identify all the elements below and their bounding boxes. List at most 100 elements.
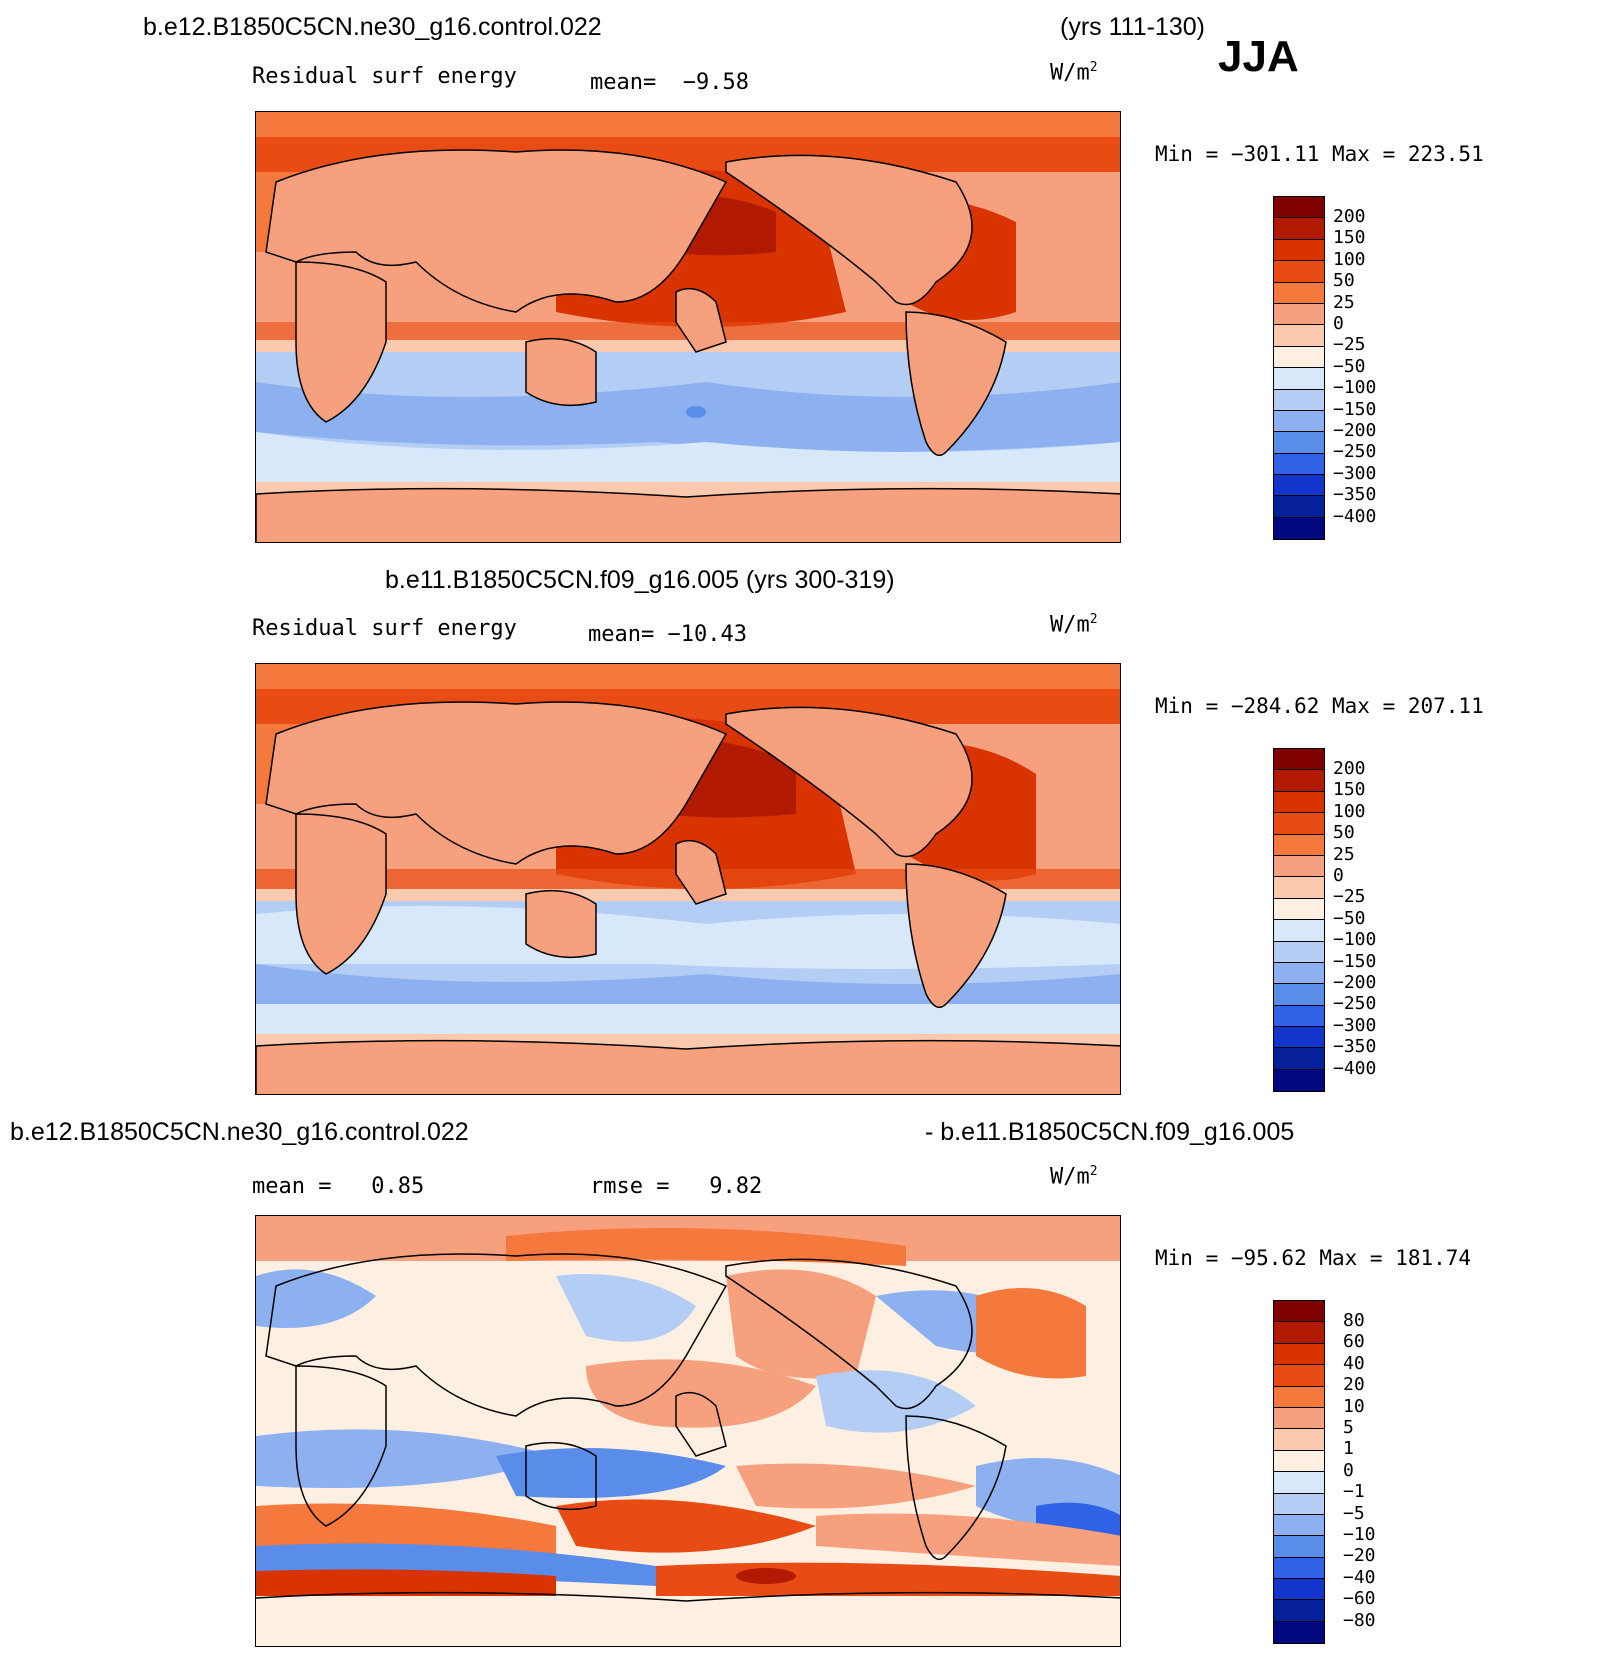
colorbar-label: −20	[1343, 1545, 1376, 1567]
colorbar-label: −100	[1333, 929, 1377, 951]
panel-bottom-minmax: Min = −95.62 Max = 181.74	[1155, 1246, 1472, 1270]
colorbar-label: 0	[1343, 1459, 1354, 1481]
colorbar-label: 60	[1343, 1331, 1365, 1353]
panel-middle-colorbar	[1273, 748, 1325, 1093]
panel-top-variable-label: Residual surf energy	[252, 64, 517, 89]
colorbar-swatch	[1274, 1069, 1324, 1092]
colorbar-swatch	[1274, 303, 1324, 326]
colorbar-swatch	[1274, 1343, 1324, 1366]
colorbar-label: −10	[1343, 1524, 1376, 1545]
colorbar-label: 200	[1333, 206, 1366, 227]
panel-middle-case-title: b.e11.B1850C5CN.f09_g16.005 (yrs 300-319…	[385, 566, 895, 594]
colorbar-label: −300	[1333, 462, 1377, 484]
colorbar-label: −200	[1333, 972, 1377, 993]
colorbar-label: 80	[1343, 1310, 1365, 1331]
colorbar-swatch	[1274, 261, 1324, 283]
panel-bottom-contour-field	[256, 1216, 1120, 1646]
panel-bottom-case-title-left: b.e12.B1850C5CN.ne30_g16.control.022	[10, 1118, 469, 1146]
colorbar-swatch	[1274, 898, 1324, 921]
colorbar-swatch	[1274, 813, 1324, 835]
colorbar-label: 0	[1333, 865, 1344, 886]
colorbar-label: −150	[1333, 950, 1377, 972]
colorbar-label: −350	[1333, 1036, 1377, 1058]
colorbar-label: −50	[1333, 907, 1366, 929]
panel-top-colorbar	[1273, 196, 1325, 541]
colorbar-label: 10	[1343, 1395, 1365, 1417]
colorbar-swatch	[1274, 1493, 1324, 1515]
colorbar-swatch	[1274, 877, 1324, 899]
colorbar-label: 150	[1333, 227, 1366, 249]
colorbar-label: 25	[1333, 843, 1355, 865]
colorbar-swatch	[1274, 1600, 1324, 1622]
panel-middle-map	[255, 663, 1121, 1095]
colorbar-swatch	[1274, 1005, 1324, 1028]
panel-bottom-rmse: rmse = 9.82	[590, 1174, 763, 1199]
colorbar-label: −40	[1343, 1566, 1376, 1588]
colorbar-swatch	[1274, 517, 1324, 540]
colorbar-swatch	[1274, 1322, 1324, 1344]
colorbar-label: −25	[1333, 886, 1366, 908]
panel-top-mean: mean= −9.58	[590, 70, 749, 95]
colorbar-label: 100	[1333, 800, 1366, 822]
colorbar-swatch	[1274, 1407, 1324, 1430]
colorbar-swatch	[1274, 984, 1324, 1006]
colorbar-swatch	[1274, 453, 1324, 476]
season-label: JJA	[1218, 32, 1299, 81]
panel-bottom-map	[255, 1215, 1121, 1647]
colorbar-swatch	[1274, 1557, 1324, 1580]
panel-top-units: W/m2	[1050, 60, 1098, 86]
colorbar-swatch	[1274, 749, 1324, 771]
panel-top-years: (yrs 111-130)	[1060, 13, 1205, 41]
colorbar-swatch	[1274, 1048, 1324, 1070]
colorbar-label: −60	[1343, 1588, 1376, 1610]
colorbar-swatch	[1274, 1579, 1324, 1601]
colorbar-swatch	[1274, 941, 1324, 963]
colorbar-label: −400	[1333, 505, 1377, 527]
colorbar-swatch	[1274, 1386, 1324, 1408]
colorbar-swatch	[1274, 282, 1324, 304]
colorbar-swatch	[1274, 1450, 1324, 1473]
colorbar-swatch	[1274, 855, 1324, 878]
panel-middle-mean: mean= −10.43	[588, 622, 747, 647]
panel-top-minmax: Min = −301.11 Max = 223.51	[1155, 142, 1484, 166]
panel-bottom-units: W/m2	[1050, 1164, 1098, 1190]
colorbar-label: 50	[1333, 270, 1355, 292]
colorbar-swatch	[1274, 1429, 1324, 1451]
colorbar-label: 50	[1333, 822, 1355, 844]
colorbar-label: −150	[1333, 398, 1377, 420]
colorbar-label: −200	[1333, 420, 1377, 441]
colorbar-label: −250	[1333, 441, 1377, 463]
colorbar-swatch	[1274, 346, 1324, 369]
panel-middle-units: W/m2	[1050, 612, 1098, 638]
colorbar-swatch	[1274, 475, 1324, 497]
colorbar-swatch	[1274, 834, 1324, 856]
colorbar-swatch	[1274, 1301, 1324, 1323]
colorbar-label: −1	[1343, 1481, 1365, 1503]
colorbar-swatch	[1274, 770, 1324, 792]
colorbar-label: 200	[1333, 758, 1366, 779]
colorbar-swatch	[1274, 496, 1324, 518]
colorbar-label: 5	[1343, 1417, 1354, 1438]
panel-middle-contour-field	[256, 664, 1120, 1094]
colorbar-swatch	[1274, 1027, 1324, 1049]
colorbar-label: −25	[1333, 334, 1366, 356]
colorbar-swatch	[1274, 1514, 1324, 1537]
colorbar-label: 1	[1343, 1438, 1354, 1460]
colorbar-label: −80	[1343, 1609, 1376, 1631]
colorbar-swatch	[1274, 325, 1324, 347]
colorbar-label: −50	[1333, 355, 1366, 377]
colorbar-swatch	[1274, 239, 1324, 262]
colorbar-label: −100	[1333, 377, 1377, 399]
panel-top-case-title: b.e12.B1850C5CN.ne30_g16.control.022	[143, 13, 602, 41]
colorbar-swatch	[1274, 389, 1324, 411]
panel-top-map	[255, 111, 1121, 543]
colorbar-label: 40	[1343, 1352, 1365, 1374]
colorbar-label: −400	[1333, 1057, 1377, 1079]
colorbar-swatch	[1274, 1621, 1324, 1644]
panel-middle-minmax: Min = −284.62 Max = 207.11	[1155, 694, 1484, 718]
colorbar-swatch	[1274, 962, 1324, 985]
panel-bottom-mean: mean = 0.85	[252, 1174, 425, 1199]
colorbar-label: 150	[1333, 779, 1366, 801]
colorbar-swatch	[1274, 432, 1324, 454]
colorbar-swatch	[1274, 197, 1324, 219]
